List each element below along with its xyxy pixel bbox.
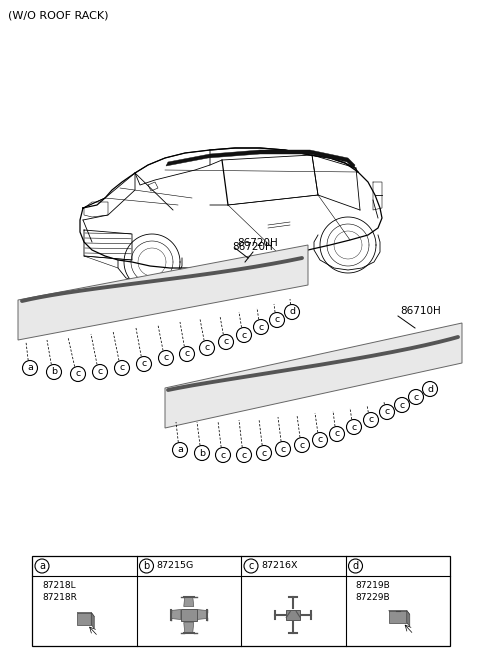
Circle shape xyxy=(380,405,395,419)
Text: 87216X: 87216X xyxy=(261,562,298,571)
Circle shape xyxy=(348,559,362,573)
Circle shape xyxy=(23,361,37,375)
Text: c: c xyxy=(163,354,168,363)
Text: a: a xyxy=(39,561,45,571)
Text: c: c xyxy=(97,367,103,377)
Text: c: c xyxy=(275,316,280,325)
Text: 87219B
87229B: 87219B 87229B xyxy=(356,581,390,602)
Circle shape xyxy=(312,432,327,447)
Text: b: b xyxy=(144,561,150,571)
Circle shape xyxy=(363,413,379,428)
Circle shape xyxy=(158,350,173,365)
Circle shape xyxy=(71,367,85,382)
Text: c: c xyxy=(368,415,373,424)
Circle shape xyxy=(237,447,252,462)
Circle shape xyxy=(422,382,437,396)
Text: c: c xyxy=(204,344,210,352)
Text: d: d xyxy=(289,308,295,316)
Circle shape xyxy=(237,327,252,342)
Text: c: c xyxy=(142,359,146,369)
Polygon shape xyxy=(389,611,410,615)
Circle shape xyxy=(256,445,272,461)
Text: d: d xyxy=(427,384,433,394)
Text: d: d xyxy=(352,561,359,571)
Text: 86710H: 86710H xyxy=(400,306,441,316)
Text: c: c xyxy=(241,331,247,340)
Circle shape xyxy=(200,340,215,356)
Circle shape xyxy=(244,559,258,573)
Circle shape xyxy=(253,319,268,335)
Text: a: a xyxy=(177,445,183,455)
Polygon shape xyxy=(91,613,94,628)
Text: c: c xyxy=(413,392,419,401)
Text: c: c xyxy=(335,430,340,438)
Text: c: c xyxy=(220,451,226,459)
Text: c: c xyxy=(120,363,125,373)
Text: c: c xyxy=(300,440,305,449)
Text: c: c xyxy=(399,401,405,409)
Circle shape xyxy=(285,304,300,319)
Circle shape xyxy=(269,312,285,327)
Text: b: b xyxy=(51,367,57,377)
Circle shape xyxy=(115,361,130,375)
Polygon shape xyxy=(197,609,207,619)
Polygon shape xyxy=(166,150,355,169)
Circle shape xyxy=(35,559,49,573)
Text: c: c xyxy=(184,350,190,358)
Text: c: c xyxy=(75,369,81,379)
Circle shape xyxy=(395,398,409,413)
Text: 86720H: 86720H xyxy=(233,242,274,252)
Text: c: c xyxy=(351,422,357,432)
Text: a: a xyxy=(27,363,33,373)
Polygon shape xyxy=(407,611,410,626)
Polygon shape xyxy=(165,323,462,428)
Text: c: c xyxy=(384,407,390,417)
Text: 87215G: 87215G xyxy=(156,562,194,571)
Bar xyxy=(32,556,450,646)
Circle shape xyxy=(93,365,108,380)
Circle shape xyxy=(347,419,361,434)
Polygon shape xyxy=(184,596,194,607)
Circle shape xyxy=(180,346,194,361)
Text: c: c xyxy=(241,451,247,459)
Text: c: c xyxy=(280,445,286,453)
Circle shape xyxy=(329,426,345,441)
Text: c: c xyxy=(262,449,266,457)
Text: (W/O ROOF RACK): (W/O ROOF RACK) xyxy=(8,10,108,20)
Polygon shape xyxy=(18,245,308,340)
Circle shape xyxy=(194,445,209,461)
Text: 86720H: 86720H xyxy=(237,238,278,248)
Polygon shape xyxy=(181,609,197,621)
Circle shape xyxy=(136,356,152,371)
Text: c: c xyxy=(317,436,323,445)
Circle shape xyxy=(218,335,233,350)
Text: b: b xyxy=(199,449,205,457)
Polygon shape xyxy=(77,613,91,625)
Polygon shape xyxy=(184,623,194,632)
Text: c: c xyxy=(258,323,264,331)
Text: c: c xyxy=(223,337,228,346)
Circle shape xyxy=(295,438,310,453)
Text: c: c xyxy=(248,561,254,571)
Polygon shape xyxy=(286,609,300,619)
Polygon shape xyxy=(171,609,181,619)
Text: 87218L
87218R: 87218L 87218R xyxy=(42,581,77,602)
Circle shape xyxy=(47,365,61,380)
Circle shape xyxy=(216,447,230,462)
Circle shape xyxy=(140,559,154,573)
Polygon shape xyxy=(389,611,407,623)
Circle shape xyxy=(276,441,290,457)
Circle shape xyxy=(172,443,188,457)
Polygon shape xyxy=(77,613,94,617)
Circle shape xyxy=(408,390,423,405)
